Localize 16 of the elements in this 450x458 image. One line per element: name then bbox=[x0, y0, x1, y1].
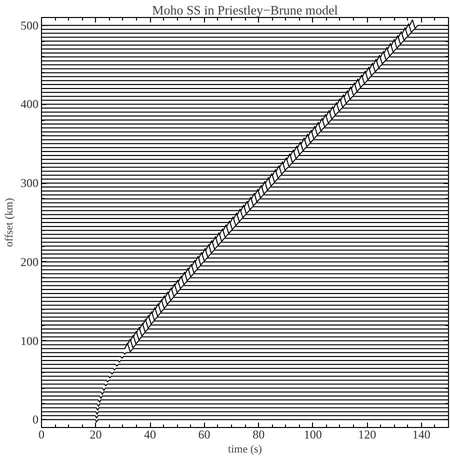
x-tick-label: 60 bbox=[198, 428, 210, 442]
y-tick-label: 0 bbox=[32, 412, 38, 427]
chart-title: Moho SS in Priestley−Brune model bbox=[152, 2, 338, 18]
y-tick-label: 100 bbox=[20, 334, 38, 348]
x-tick-label: 40 bbox=[144, 428, 156, 442]
y-tick-label: 400 bbox=[20, 97, 38, 112]
y-tick-label: 500 bbox=[20, 18, 38, 32]
x-tick-label: 120 bbox=[358, 428, 376, 442]
y-tick-label: 300 bbox=[20, 176, 38, 190]
x-tick-label: 80 bbox=[252, 428, 265, 442]
y-tick-label: 200 bbox=[20, 254, 38, 269]
x-tick-label: 100 bbox=[304, 428, 322, 442]
x-axis-title: time (s) bbox=[228, 444, 262, 456]
x-tick-label: 20 bbox=[90, 428, 102, 442]
x-tick-label: 140 bbox=[412, 428, 430, 442]
y-axis-title: offset (km) bbox=[4, 198, 16, 247]
